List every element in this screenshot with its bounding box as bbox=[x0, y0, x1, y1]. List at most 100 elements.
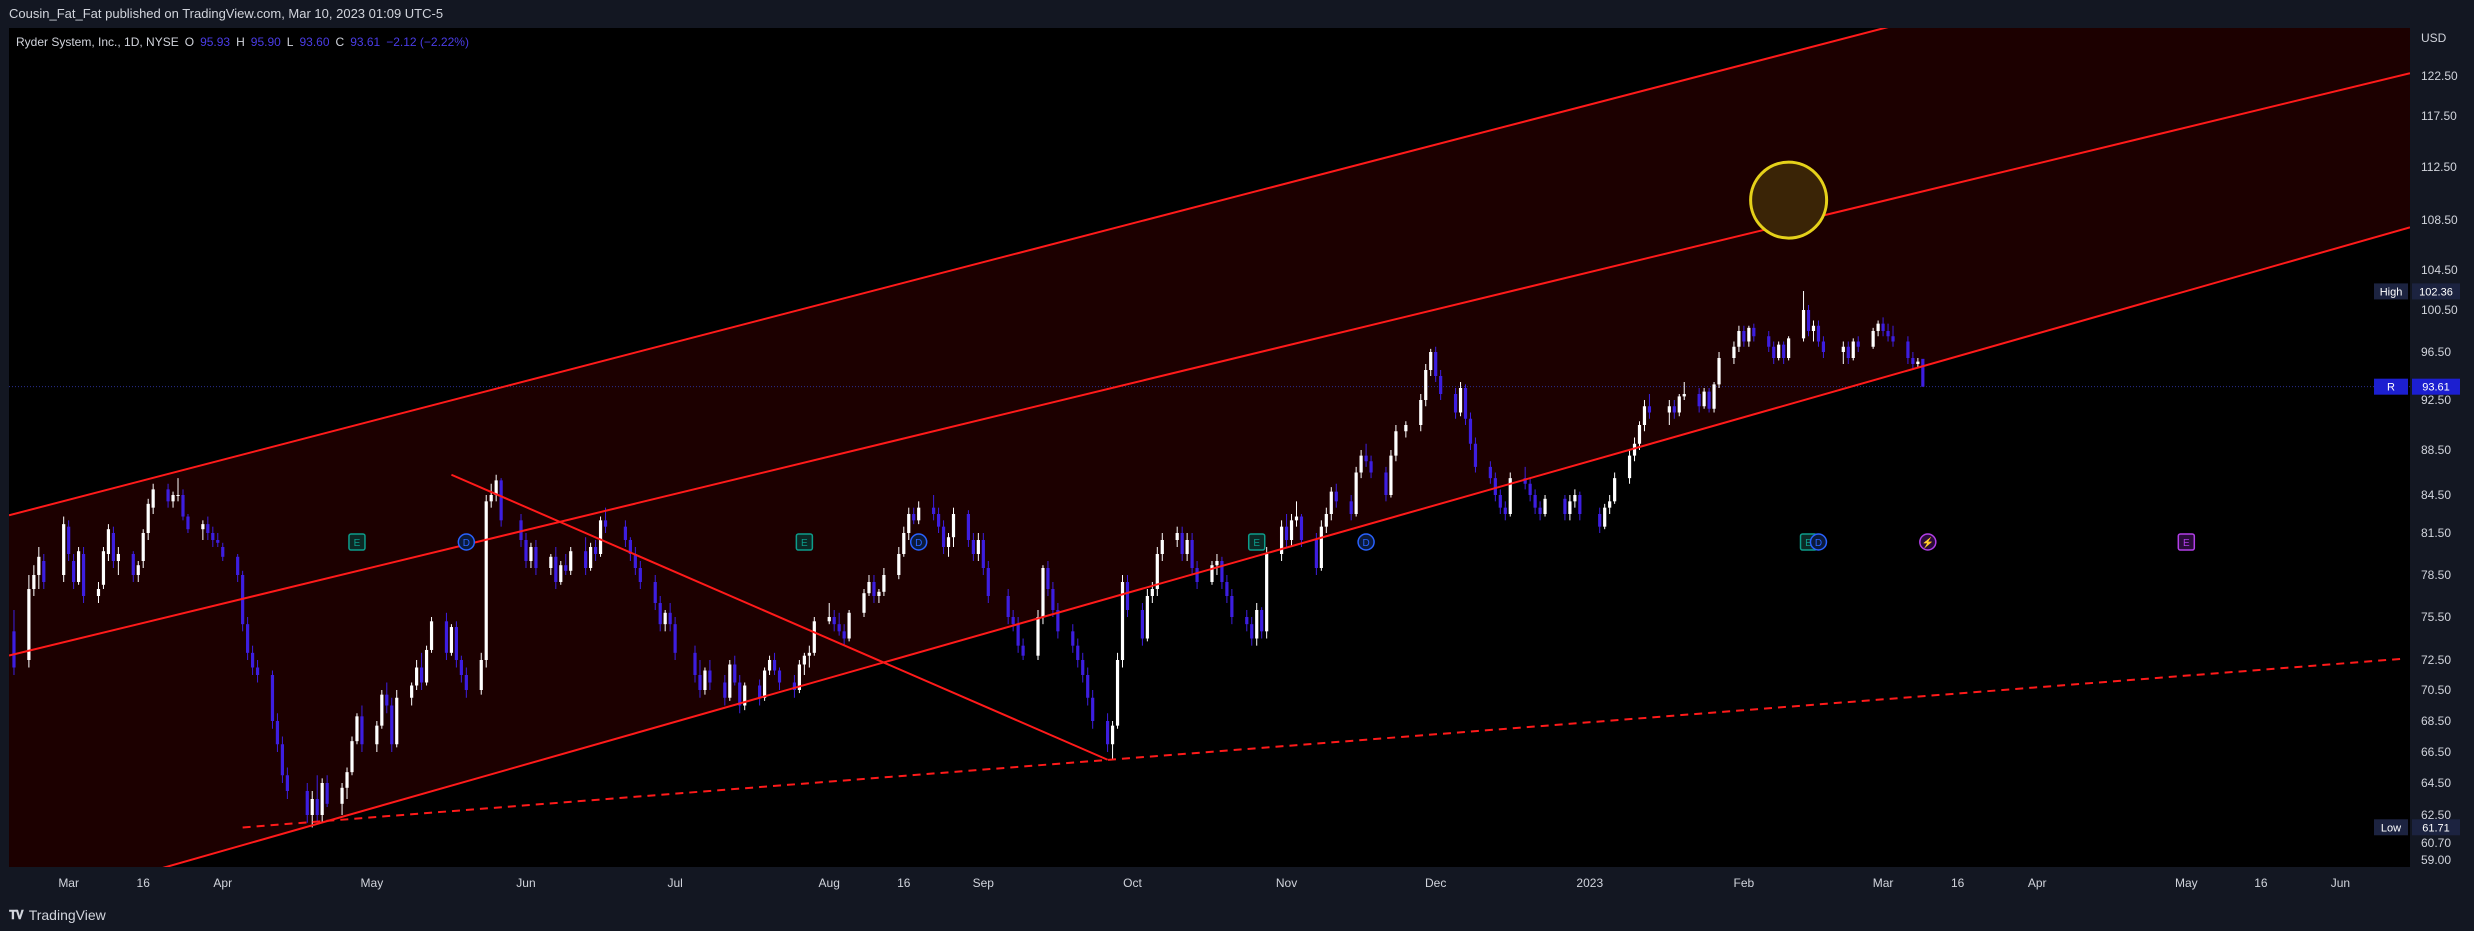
candle-body bbox=[738, 682, 742, 706]
trendline-support-dashed bbox=[242, 657, 2406, 829]
tradingview-logo[interactable]: 𝐓𝐕 TradingView bbox=[9, 907, 106, 923]
candle-body bbox=[1389, 455, 1393, 495]
event-marker-label: D bbox=[915, 538, 922, 549]
candle-body bbox=[902, 533, 906, 554]
last-tag-label-bg bbox=[2374, 378, 2408, 395]
candle-body bbox=[603, 520, 608, 527]
candle-body bbox=[1125, 582, 1130, 610]
candle-body bbox=[1195, 568, 1199, 582]
candle-body bbox=[380, 694, 384, 726]
event-marker-E bbox=[348, 533, 366, 551]
candle-body bbox=[1384, 472, 1388, 495]
event-marker-label: E bbox=[801, 538, 808, 549]
price-tick-label: 108.50 bbox=[2421, 213, 2458, 227]
candle-body bbox=[1245, 617, 1249, 625]
candle-body bbox=[1289, 520, 1294, 540]
candle-body bbox=[1279, 526, 1284, 554]
price-axis-currency: USD bbox=[2421, 31, 2447, 45]
candle-body bbox=[767, 660, 772, 671]
time-tick-label: 16 bbox=[137, 876, 151, 890]
low-tag-value: 61.71 bbox=[2422, 822, 2450, 834]
price-tick-label: 59.00 bbox=[2421, 853, 2451, 867]
candle-body bbox=[723, 682, 727, 698]
candle-body bbox=[703, 670, 707, 690]
open-value: 95.93 bbox=[200, 35, 231, 49]
candle-body bbox=[454, 627, 458, 660]
candle-body bbox=[415, 667, 419, 686]
price-chart[interactable]: E D E D E D E D ⚡ EUSD59.0060.7062.5064.5066.5068… bbox=[0, 28, 2474, 900]
event-marker-E bbox=[795, 533, 814, 551]
candle-body bbox=[633, 554, 637, 568]
candle-body bbox=[62, 524, 66, 575]
candle-body bbox=[936, 514, 941, 527]
candle-body bbox=[246, 624, 250, 653]
candle-body bbox=[1707, 391, 1711, 409]
candle-body bbox=[1632, 443, 1637, 456]
high-tag-label: High bbox=[2380, 286, 2403, 298]
candle-body bbox=[907, 514, 911, 533]
candle-body bbox=[1752, 327, 1756, 337]
candle-body bbox=[1603, 507, 1607, 527]
candle-body bbox=[1503, 507, 1507, 514]
time-tick-label: Apr bbox=[213, 876, 232, 890]
last-tag-value-bg bbox=[2412, 378, 2460, 395]
candle-body bbox=[176, 495, 180, 496]
event-marker-D bbox=[1357, 533, 1375, 551]
candle-body bbox=[1175, 533, 1179, 540]
candle-body bbox=[1563, 498, 1567, 514]
time-tick-label: 16 bbox=[2254, 876, 2268, 890]
candle-body bbox=[1051, 589, 1055, 610]
candle-body bbox=[1319, 526, 1323, 568]
high-tag-label-bg bbox=[2374, 283, 2408, 300]
event-marker-label: E bbox=[1805, 538, 1812, 549]
candle-body bbox=[1801, 310, 1806, 339]
candle-body bbox=[1404, 425, 1408, 432]
candle-body bbox=[1220, 561, 1224, 582]
price-tick-label: 81.50 bbox=[2421, 526, 2451, 540]
candle-body bbox=[1886, 331, 1890, 337]
time-tick-label: Feb bbox=[1734, 876, 1755, 890]
candle-body bbox=[216, 540, 220, 543]
event-marker-label: D bbox=[463, 538, 470, 549]
candle-body bbox=[424, 649, 429, 683]
candle-body bbox=[673, 624, 677, 653]
candle-body bbox=[1578, 495, 1582, 514]
candle-body bbox=[101, 551, 106, 585]
candle-body bbox=[1851, 341, 1855, 358]
candle-body bbox=[395, 697, 399, 745]
candle-body bbox=[111, 533, 115, 561]
candle-body bbox=[236, 556, 240, 575]
time-tick-label: Apr bbox=[2028, 876, 2047, 890]
symbol-legend: Ryder System, Inc., 1D, NYSE O 95.93 H 95.… bbox=[16, 35, 469, 49]
candle-body bbox=[1856, 341, 1860, 347]
candle-body bbox=[1747, 327, 1751, 342]
open-label: O bbox=[184, 35, 195, 49]
time-tick-label: Sep bbox=[973, 876, 995, 890]
candle-body bbox=[1180, 533, 1184, 554]
candle-body bbox=[1538, 507, 1542, 514]
price-tick-label: 60.70 bbox=[2421, 836, 2451, 850]
candle-body bbox=[355, 716, 359, 742]
candle-body bbox=[1364, 455, 1368, 462]
candle-body bbox=[201, 524, 205, 530]
footer-bar: 𝐓𝐕 TradingView bbox=[0, 900, 2474, 931]
candle-body bbox=[1314, 540, 1318, 568]
price-tick-label: 104.50 bbox=[2421, 263, 2458, 277]
candle-body bbox=[1642, 406, 1647, 425]
candle-body bbox=[1821, 341, 1826, 352]
candle-body bbox=[653, 582, 657, 603]
candle-body bbox=[1081, 660, 1085, 675]
candle-body bbox=[559, 565, 563, 582]
candle-body bbox=[285, 775, 289, 791]
candle-body bbox=[350, 741, 354, 773]
candle-body bbox=[1742, 331, 1746, 342]
candle-body bbox=[1702, 391, 1706, 407]
candle-body bbox=[693, 652, 697, 675]
candle-body bbox=[1006, 596, 1010, 617]
candle-body bbox=[519, 520, 523, 540]
candle-body bbox=[1682, 394, 1686, 397]
candle-body bbox=[698, 675, 702, 690]
time-tick-label: Jul bbox=[667, 876, 682, 890]
candle-body bbox=[1523, 478, 1527, 484]
close-value: 93.61 bbox=[350, 35, 381, 49]
